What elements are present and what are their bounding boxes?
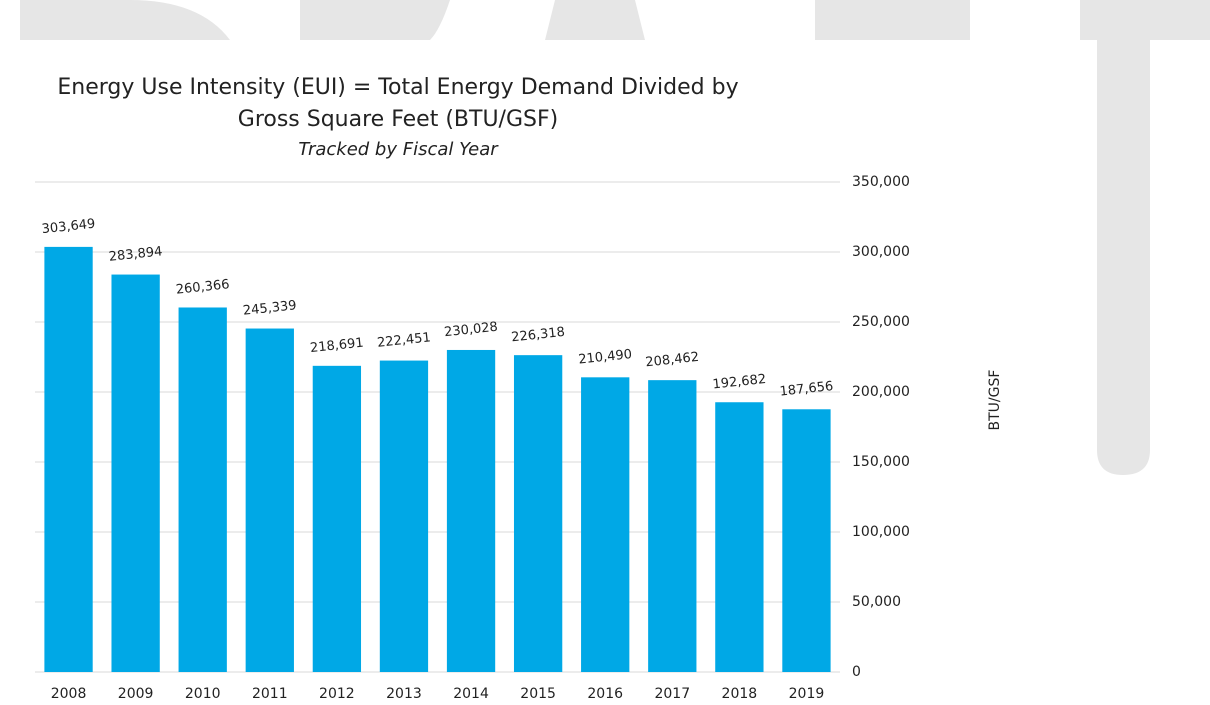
chart-subtitle: Tracked by Fiscal Year	[298, 139, 499, 160]
y-tick-label: 200,000	[852, 384, 910, 400]
chart-title: Gross Square Feet (BTU/GSF)	[238, 107, 558, 132]
value-label: 208,462	[645, 350, 700, 371]
bar	[44, 246, 93, 672]
y-tick-label: 100,000	[852, 524, 910, 540]
bar	[446, 349, 496, 672]
bar	[782, 409, 831, 672]
bar	[111, 274, 160, 672]
bar	[178, 307, 227, 672]
bar	[379, 360, 429, 672]
bar	[245, 328, 294, 672]
value-label: 226,318	[511, 325, 566, 346]
y-tick-label: 150,000	[852, 454, 910, 470]
value-label: 260,366	[175, 277, 230, 298]
bar	[648, 380, 697, 672]
x-tick-label: 2017	[654, 686, 690, 702]
x-tick-label: 2014	[453, 686, 489, 702]
x-tick-label: 2019	[789, 686, 825, 702]
y-tick-label: 50,000	[852, 594, 901, 610]
value-label: 303,649	[41, 217, 96, 238]
value-label: 222,451	[376, 330, 431, 351]
draft-watermark	[20, 0, 1210, 475]
y-tick-label: 300,000	[852, 244, 910, 260]
x-tick-label: 2016	[587, 686, 623, 702]
y-tick-label: 250,000	[852, 314, 910, 330]
x-tick-label: 2010	[185, 686, 221, 702]
y-axis-label: BTU/GSF	[987, 370, 1003, 431]
bar	[581, 377, 630, 672]
y-tick-label: 350,000	[852, 174, 910, 190]
bar	[513, 355, 563, 672]
x-tick-label: 2015	[520, 686, 556, 702]
bar	[715, 402, 764, 672]
value-label: 283,894	[108, 244, 163, 265]
y-tick-label: 0	[852, 664, 861, 680]
x-tick-label: 2009	[118, 686, 154, 702]
bar	[312, 365, 362, 672]
value-label: 192,682	[712, 372, 767, 393]
value-label: 210,490	[578, 347, 633, 368]
chart-title: Energy Use Intensity (EUI) = Total Energ…	[57, 75, 738, 100]
x-tick-label: 2012	[319, 686, 355, 702]
x-tick-label: 2011	[252, 686, 288, 702]
x-tick-label: 2013	[386, 686, 422, 702]
value-label: 230,028	[444, 320, 499, 341]
value-label: 245,339	[242, 298, 297, 319]
value-label: 187,656	[779, 379, 834, 400]
x-tick-label: 2008	[51, 686, 87, 702]
x-tick-label: 2018	[722, 686, 758, 702]
value-label: 218,691	[309, 336, 364, 357]
